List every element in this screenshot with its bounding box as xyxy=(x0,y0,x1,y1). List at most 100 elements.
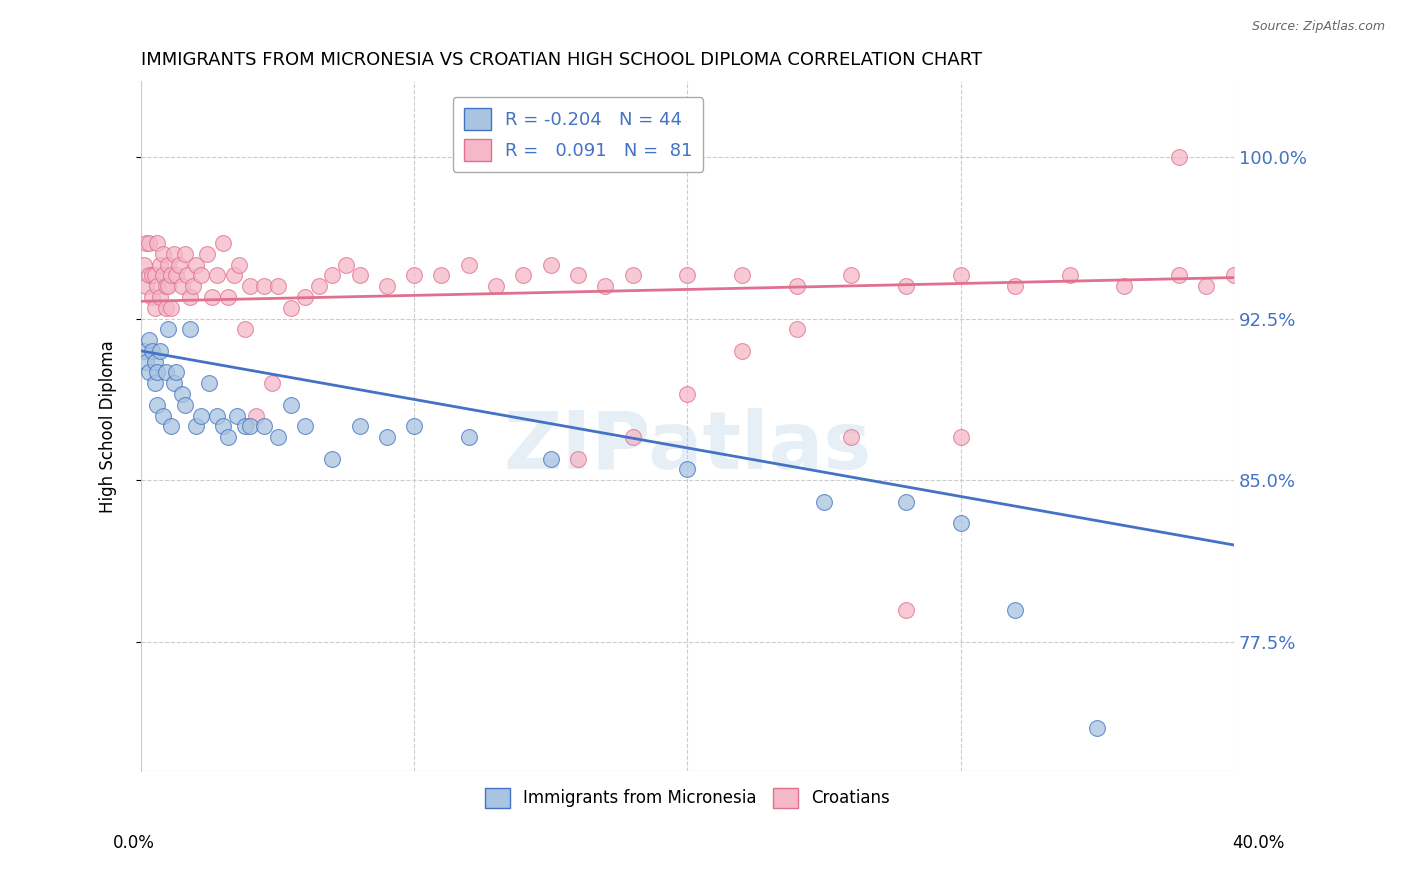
Point xyxy=(280,398,302,412)
Point xyxy=(567,268,589,283)
Point xyxy=(233,322,256,336)
Point xyxy=(207,409,229,423)
Point xyxy=(138,333,160,347)
Point xyxy=(839,268,862,283)
Point xyxy=(152,409,174,423)
Point xyxy=(239,419,262,434)
Point xyxy=(163,376,186,391)
Point xyxy=(949,430,972,444)
Text: Source: ZipAtlas.com: Source: ZipAtlas.com xyxy=(1251,20,1385,33)
Point xyxy=(207,268,229,283)
Point xyxy=(157,258,180,272)
Point xyxy=(160,419,183,434)
Legend: Immigrants from Micronesia, Croatians: Immigrants from Micronesia, Croatians xyxy=(478,781,897,814)
Point xyxy=(149,290,172,304)
Point xyxy=(621,268,644,283)
Point xyxy=(676,462,699,476)
Point xyxy=(217,290,239,304)
Y-axis label: High School Diploma: High School Diploma xyxy=(100,340,117,513)
Point xyxy=(141,343,163,358)
Point xyxy=(181,279,204,293)
Point xyxy=(239,279,262,293)
Point xyxy=(266,279,288,293)
Point xyxy=(179,322,201,336)
Point xyxy=(152,247,174,261)
Point xyxy=(184,419,207,434)
Point xyxy=(540,451,562,466)
Point xyxy=(245,409,267,423)
Point xyxy=(155,279,177,293)
Point xyxy=(163,247,186,261)
Point xyxy=(894,495,917,509)
Point xyxy=(143,354,166,368)
Point xyxy=(457,430,479,444)
Point xyxy=(198,376,221,391)
Point xyxy=(170,387,193,401)
Point xyxy=(212,236,235,251)
Point xyxy=(1004,279,1026,293)
Point xyxy=(138,268,160,283)
Point xyxy=(141,290,163,304)
Point xyxy=(228,258,250,272)
Point xyxy=(152,268,174,283)
Point xyxy=(190,268,212,283)
Point xyxy=(146,398,169,412)
Point xyxy=(225,409,247,423)
Point xyxy=(349,268,371,283)
Point xyxy=(567,451,589,466)
Point xyxy=(201,290,224,304)
Point xyxy=(294,419,316,434)
Point xyxy=(212,419,235,434)
Point xyxy=(335,258,357,272)
Point xyxy=(184,258,207,272)
Point xyxy=(143,268,166,283)
Point xyxy=(839,430,862,444)
Point xyxy=(155,366,177,380)
Point xyxy=(1195,279,1218,293)
Point xyxy=(294,290,316,304)
Point xyxy=(170,279,193,293)
Point xyxy=(404,268,426,283)
Point xyxy=(485,279,508,293)
Point xyxy=(166,366,188,380)
Point xyxy=(143,301,166,315)
Point xyxy=(195,247,218,261)
Text: 40.0%: 40.0% xyxy=(1232,834,1285,852)
Text: IMMIGRANTS FROM MICRONESIA VS CROATIAN HIGH SCHOOL DIPLOMA CORRELATION CHART: IMMIGRANTS FROM MICRONESIA VS CROATIAN H… xyxy=(141,51,983,69)
Point xyxy=(157,322,180,336)
Point xyxy=(135,279,157,293)
Point xyxy=(132,343,155,358)
Point xyxy=(146,279,169,293)
Text: 0.0%: 0.0% xyxy=(112,834,155,852)
Point xyxy=(430,268,453,283)
Point xyxy=(1059,268,1081,283)
Point xyxy=(676,387,699,401)
Point xyxy=(676,268,699,283)
Point xyxy=(731,268,754,283)
Point xyxy=(786,322,808,336)
Point xyxy=(217,430,239,444)
Point xyxy=(1085,721,1108,735)
Point xyxy=(146,366,169,380)
Point xyxy=(266,430,288,444)
Point xyxy=(173,398,195,412)
Point xyxy=(949,268,972,283)
Point xyxy=(143,376,166,391)
Point xyxy=(321,451,343,466)
Point xyxy=(280,301,302,315)
Point xyxy=(512,268,534,283)
Point xyxy=(135,236,157,251)
Point xyxy=(813,495,835,509)
Point xyxy=(222,268,245,283)
Point xyxy=(786,279,808,293)
Point xyxy=(190,409,212,423)
Point xyxy=(141,268,163,283)
Point xyxy=(233,419,256,434)
Point xyxy=(253,419,276,434)
Point xyxy=(253,279,276,293)
Point xyxy=(349,419,371,434)
Point xyxy=(375,279,398,293)
Point xyxy=(149,258,172,272)
Point xyxy=(894,279,917,293)
Point xyxy=(179,290,201,304)
